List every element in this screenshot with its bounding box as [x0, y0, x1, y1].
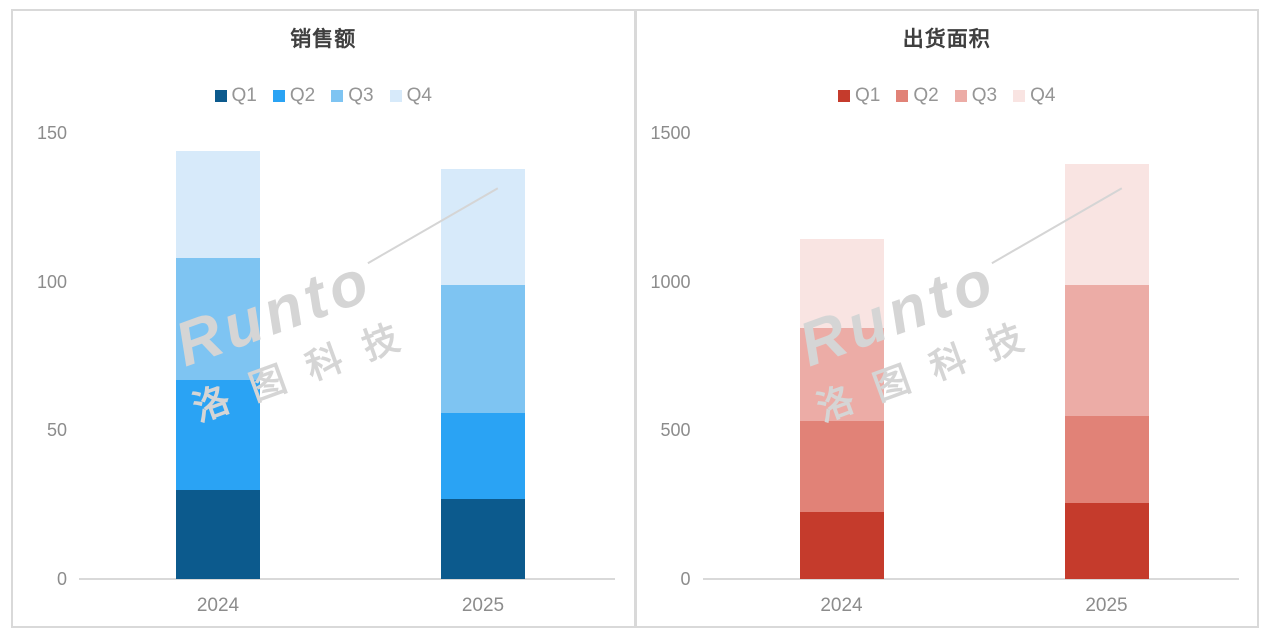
x-tick-label: 2025: [1085, 595, 1128, 616]
legend-item-q4: Q4: [1013, 85, 1055, 107]
y-tick-label: 50: [46, 420, 67, 441]
legend-swatch: [896, 90, 909, 102]
bar-segment-q3: [799, 327, 884, 422]
y-tick-label: 0: [56, 569, 67, 589]
stacked-bar-2025: [441, 168, 525, 579]
legend-label: Q2: [289, 85, 316, 106]
legend-swatch: [272, 90, 285, 102]
legend-item-q1: Q1: [214, 85, 257, 107]
bar-segment-q3: [176, 257, 260, 380]
legend-item-q1: Q1: [838, 85, 880, 107]
x-tick-label: 2024: [820, 595, 863, 616]
bar-segment-q2: [441, 412, 525, 499]
bar-segment-q2: [176, 379, 260, 490]
legend-swatch: [331, 90, 344, 102]
x-axis-line: [79, 578, 615, 580]
x-tick-label: 2025: [461, 595, 505, 616]
bar-segment-q1: [441, 498, 525, 579]
bar-segment-q2: [799, 421, 884, 513]
chart-frame: 销售额 Q1 Q2 Q3 Q4 150 100 50 0 2024 2025 Runto 洛图…: [11, 9, 1259, 628]
legend-swatch: [954, 90, 967, 102]
legend-label: Q4: [1030, 85, 1056, 106]
bar-segment-q4: [441, 168, 525, 285]
legend-label: Q2: [913, 85, 939, 106]
bar-segment-q4: [1064, 164, 1149, 285]
y-tick-label: 500: [660, 420, 691, 441]
bar-segment-q3: [441, 284, 525, 413]
legend-item-q3: Q3: [331, 85, 374, 107]
legend-swatch: [389, 90, 402, 102]
bar-segment-q1: [1064, 503, 1149, 579]
legend-swatch: [214, 90, 227, 102]
x-tick-label: 2024: [196, 595, 240, 616]
bar-segment-q1: [176, 489, 260, 579]
panel-sales: 销售额 Q1 Q2 Q3 Q4 150 100 50 0 2024 2025 Runto 洛图…: [13, 11, 634, 626]
y-tick-label: 1000: [650, 271, 691, 292]
y-tick-label: 1500: [650, 123, 691, 143]
legend-label: Q3: [348, 85, 374, 106]
legend-label: Q3: [971, 85, 998, 106]
bar-segment-q4: [799, 238, 884, 328]
chart-title: 出货面积: [902, 28, 991, 51]
bar-segment-q3: [1064, 284, 1149, 416]
x-axis-line: [702, 578, 1239, 580]
legend-item-q3: Q3: [954, 85, 998, 107]
legend-swatch: [838, 90, 851, 102]
bar-segment-q2: [1064, 415, 1149, 504]
bar-segment-q4: [176, 150, 260, 258]
legend: Q1 Q2 Q3 Q4: [13, 85, 634, 107]
panel-shipment-area: 出货面积 Q1 Q2 Q3 Q4 1500 1000 500 0 2024 2025 Runt…: [637, 11, 1258, 626]
legend-label: Q1: [855, 85, 881, 106]
legend-label: Q4: [406, 85, 432, 106]
y-tick-label: 150: [36, 123, 67, 143]
y-tick-label: 100: [36, 271, 67, 292]
legend-swatch: [1013, 90, 1026, 102]
legend-item-q2: Q2: [896, 85, 939, 107]
legend-label: Q1: [231, 85, 257, 106]
legend: Q1 Q2 Q3 Q4: [637, 85, 1258, 107]
panel-divider: [633, 11, 637, 626]
stacked-bar-2024: [799, 238, 884, 579]
legend-item-q2: Q2: [272, 85, 316, 107]
bar-segment-q1: [799, 512, 884, 579]
y-tick-label: 0: [680, 569, 691, 589]
stacked-bar-2025: [1064, 164, 1149, 579]
stacked-bar-2024: [176, 150, 260, 579]
legend-item-q4: Q4: [389, 85, 432, 107]
chart-title: 销售额: [290, 28, 357, 51]
